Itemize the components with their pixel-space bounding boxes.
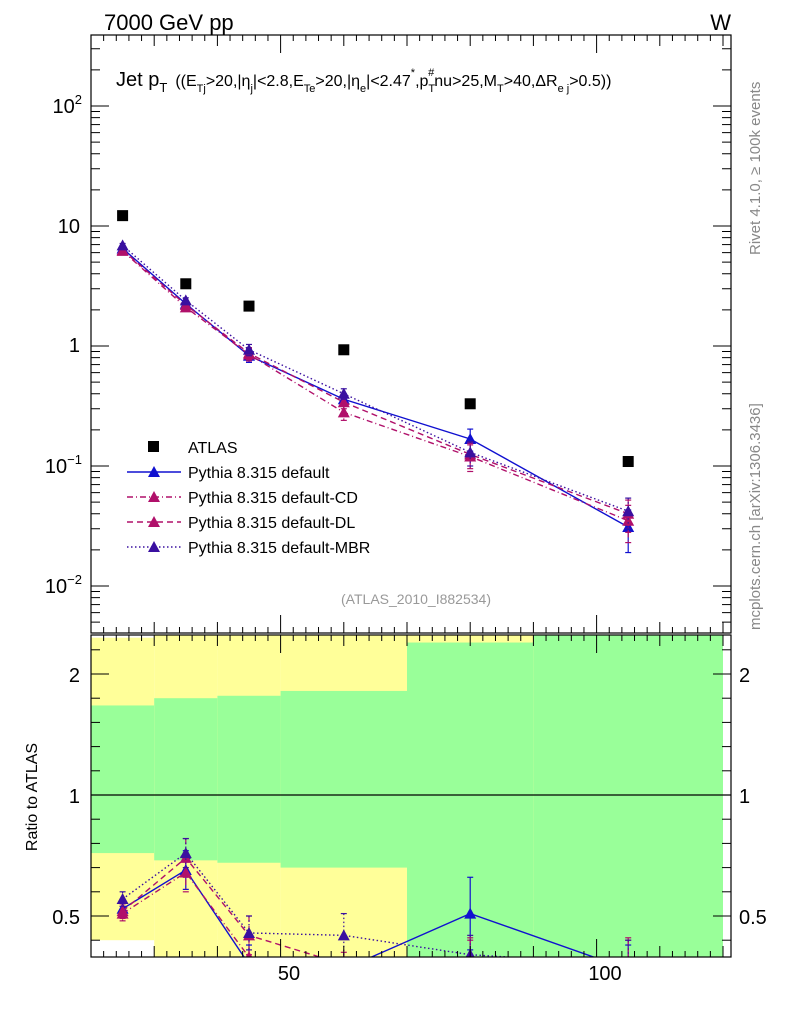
main-panel-series [116, 210, 635, 554]
ratio-default-point-4 [464, 907, 477, 919]
legend: ATLAS Pythia 8.315 default Pythia 8.315 … [127, 440, 370, 557]
main-mbr-point-5 [622, 505, 635, 517]
header-energy-label: 7000 GeV pp [104, 10, 234, 35]
band-inner-3 [280, 690, 407, 868]
axis-ticks [90, 35, 731, 957]
legend-marker-dl [148, 516, 160, 527]
band-inner-2 [217, 695, 281, 863]
main-panel-frame [90, 34, 732, 634]
ratio-y-tick-label-05-left: 0.5 [52, 907, 80, 929]
band-inner-0 [91, 705, 155, 854]
main-data-point-5 [622, 456, 634, 468]
main-cd-line [122, 250, 629, 522]
ratio-cd-point-3 [338, 973, 350, 984]
legend-label-dl: Pythia 8.315 default-DL [188, 515, 355, 532]
title-main-subscript: T [159, 80, 167, 95]
ratio-mbr-point-3 [337, 929, 350, 941]
main-mbr-line [122, 244, 629, 512]
legend-marker-atlas [148, 441, 159, 452]
ratio-mbr-point-0 [116, 893, 129, 905]
x-tick-label-100: 100 [588, 963, 621, 985]
main-mbr-point-2 [243, 343, 255, 355]
legend-label-mbr: Pythia 8.315 default-MBR [188, 540, 370, 557]
ratio-y-tick-label-2-right: 2 [739, 665, 750, 687]
title-main: Jet p [116, 69, 159, 91]
legend-entry-cd: Pythia 8.315 default-CD [127, 490, 358, 507]
ratio-mbr-point-2 [243, 926, 255, 938]
main-dl-point-3 [337, 396, 350, 408]
y-tick-label-1e-1: 10−1 [45, 452, 82, 478]
y-tick-label-1: 1 [69, 335, 80, 357]
legend-entry-mbr: Pythia 8.315 default-MBR [127, 540, 370, 557]
main-data-point-4 [464, 398, 476, 410]
analysis-id-label: (ATLAS_2010_I882534) [341, 591, 491, 607]
main-default-line [122, 247, 629, 528]
legend-label-atlas: ATLAS [188, 440, 238, 457]
ratio-default-point-2 [243, 958, 255, 969]
legend-marker-cd [148, 491, 160, 502]
x-tick-label-50: 50 [278, 963, 300, 985]
main-mbr-point-4 [464, 446, 477, 458]
ratio-cd-point-2 [245, 951, 253, 957]
x-tick-labels: 50 100 [278, 963, 622, 985]
main-data-point-3 [338, 344, 350, 356]
ratio-mbr-line [122, 852, 519, 957]
main-y-tick-labels: 10−2 10−1 1 10 102 [45, 92, 82, 598]
legend-entry-default: Pythia 8.315 default [127, 465, 330, 482]
ratio-default-point-3 [338, 963, 350, 974]
main-data-point-2 [243, 300, 255, 312]
ratio-dl-point-3 [338, 958, 350, 969]
ratio-y-tick-label-05-right: 0.5 [739, 907, 767, 929]
header-process-label: W [710, 10, 731, 35]
ratio-dl-point-5 [627, 955, 629, 957]
legend-marker-default [148, 466, 160, 477]
band-inner-5 [533, 635, 723, 957]
main-dl-line [122, 249, 629, 515]
ratio-y-tick-label-1-right: 1 [739, 786, 750, 808]
rivet-version-label: Rivet 4.1.0, ≥ 100k events [747, 82, 764, 255]
y-tick-label-1e2: 102 [53, 92, 82, 118]
main-mbr-point-1 [179, 294, 192, 306]
y-tick-label-1e-2: 10−2 [45, 572, 82, 598]
ratio-mbr-point-1 [179, 847, 192, 859]
ratio-y-axis-label: Ratio to ATLAS [24, 743, 41, 851]
main-data-point-0 [117, 210, 129, 222]
mcplots-reference-label: mcplots.cern.ch [arXiv:1306.3436] [747, 403, 764, 630]
legend-label-cd: Pythia 8.315 default-CD [188, 490, 358, 507]
main-mbr-point-3 [337, 387, 350, 399]
ratio-mbr-point-5 [622, 958, 634, 969]
main-mbr-point-0 [116, 239, 129, 251]
ratio-dl-point-0 [116, 905, 129, 917]
legend-entry-atlas: ATLAS [148, 440, 238, 457]
main-data-point-1 [180, 278, 192, 290]
legend-marker-mbr [148, 541, 160, 552]
ratio-cd-point-5 [622, 958, 634, 969]
ratio-dl-line [122, 856, 489, 957]
y-tick-label-10: 10 [58, 216, 80, 238]
legend-label-default: Pythia 8.315 default [188, 465, 330, 482]
ratio-default-line [122, 869, 596, 957]
ratio-y-tick-label-1-left: 1 [69, 786, 80, 808]
legend-entry-dl: Pythia 8.315 default-DL [127, 515, 355, 532]
ratio-y-tick-label-2-left: 2 [69, 665, 80, 687]
plot-title: Jet pT ((ETj>20,|ηj|<2.8,ETe>20,|ηe|<2.47… [116, 67, 611, 95]
band-inner-1 [154, 698, 218, 861]
ratio-panel-series [116, 837, 634, 984]
ratio-panel-frame [90, 634, 732, 958]
main-cd-point-3 [337, 406, 350, 418]
ratio-y-tick-labels: 2 1 0.5 2 1 0.5 [52, 665, 767, 929]
title-cuts-prefix: ((E [175, 73, 196, 90]
ratio-default-point-5 [622, 963, 634, 974]
